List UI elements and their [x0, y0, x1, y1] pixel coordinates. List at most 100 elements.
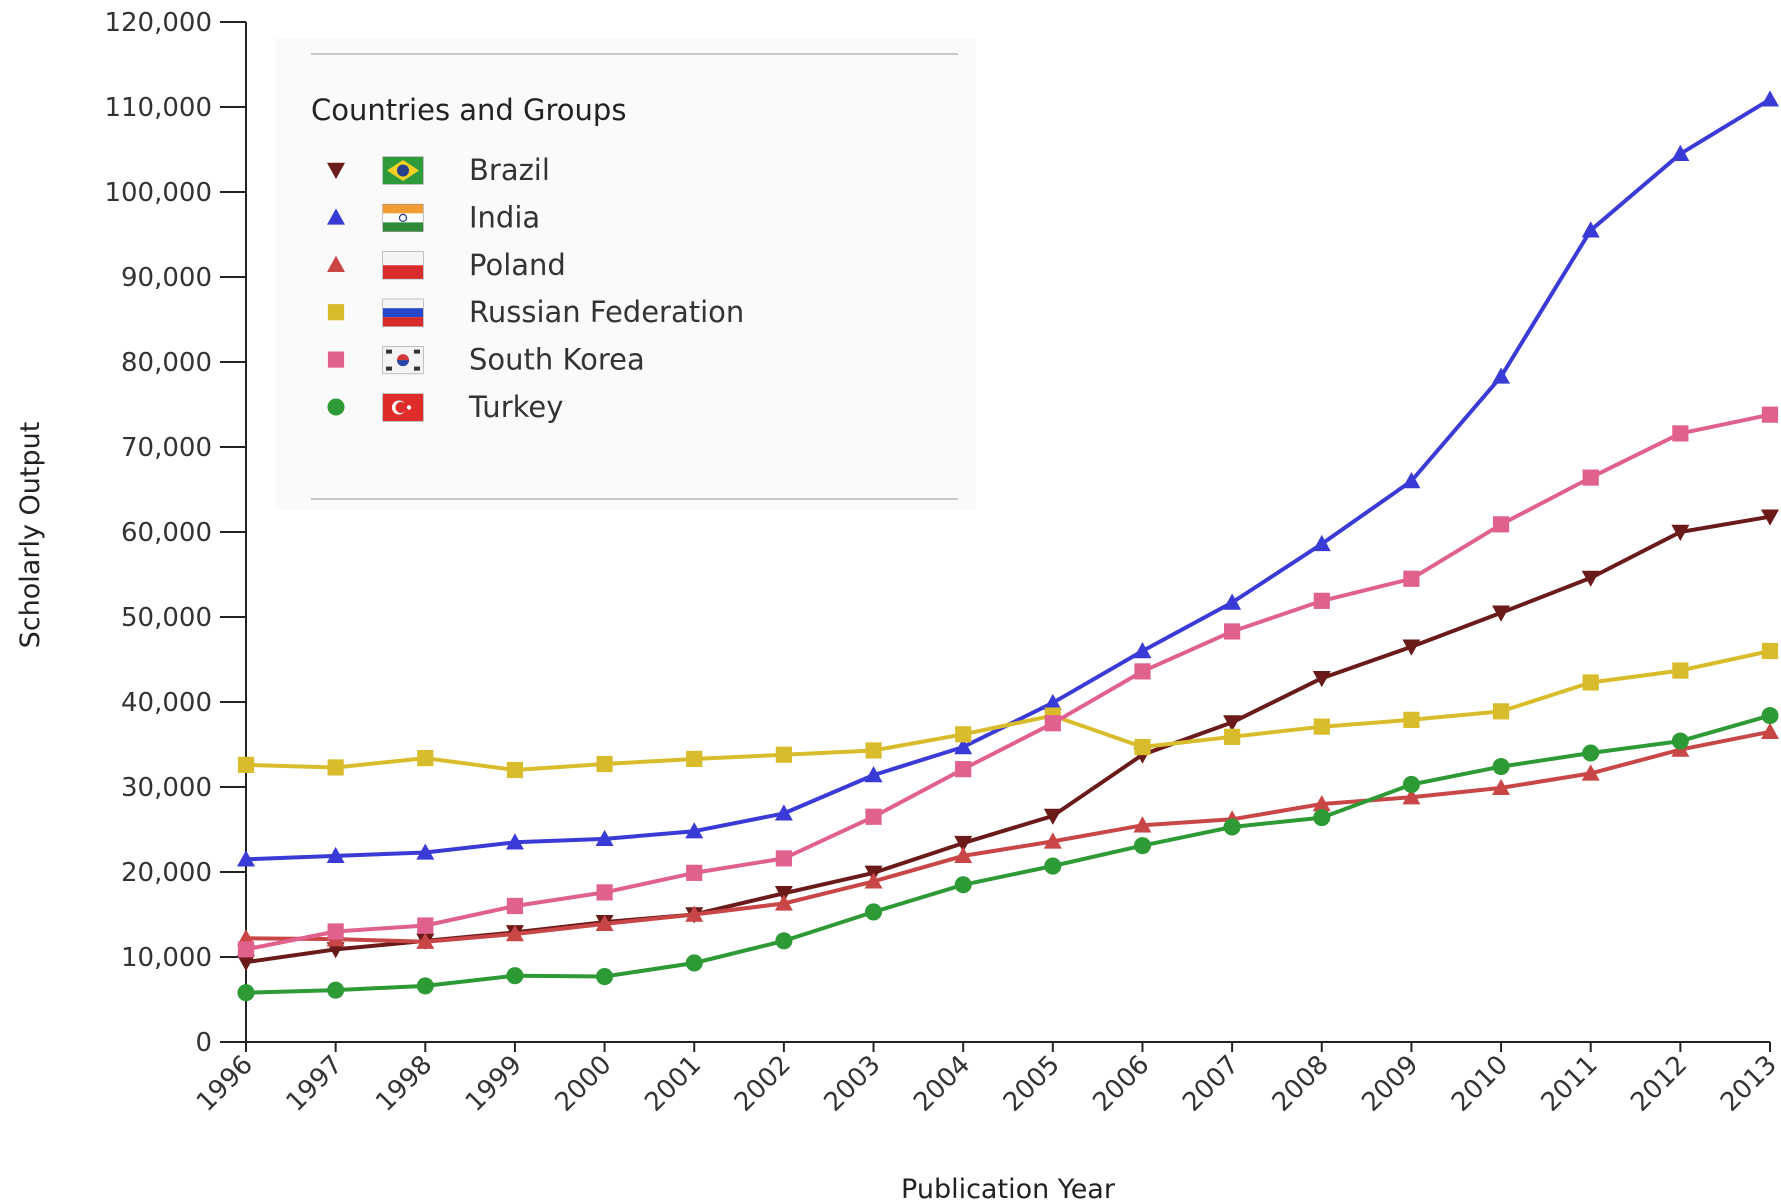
y-tick-label: 90,000 [121, 263, 212, 293]
x-tick-label: 2001 [639, 1050, 707, 1118]
data-point-brazil [1223, 715, 1242, 732]
x-tick-label: 2010 [1446, 1050, 1514, 1118]
data-point-turkey [1133, 837, 1152, 855]
data-point-brazil [237, 954, 255, 972]
india-flag-icon [382, 203, 424, 232]
series-line-turkey [245, 713, 1771, 995]
data-point-russian-federation [1224, 728, 1241, 745]
x-tick-label: 2000 [550, 1050, 618, 1118]
data-point-turkey [1492, 758, 1510, 776]
x-tick-label: 2003 [818, 1050, 886, 1118]
data-point-india [1223, 593, 1242, 610]
x-tick-label: 2013 [1715, 1050, 1781, 1118]
data-point-south-korea [1582, 469, 1599, 486]
data-point-poland [505, 925, 524, 942]
data-point-russian-federation [1492, 703, 1510, 720]
data-point-india [416, 843, 435, 860]
russia-flag-icon [382, 298, 424, 327]
data-point-india [1133, 642, 1152, 659]
x-tick-label: 2007 [1177, 1050, 1245, 1118]
x-tick-label: 1998 [370, 1050, 438, 1118]
legend-item-india[interactable]: India [327, 200, 540, 234]
data-point-russian-federation [1313, 718, 1330, 735]
south-korea-flag-icon [382, 346, 424, 375]
y-tick-label: 20,000 [121, 858, 212, 888]
legend-marker [327, 398, 345, 416]
data-point-south-korea [955, 761, 972, 778]
y-tick-label: 40,000 [121, 688, 212, 718]
data-point-russian-federation [775, 746, 792, 763]
data-point-poland [954, 846, 973, 864]
legend-item-south-korea[interactable]: South Korea [327, 343, 645, 377]
legend-marker [327, 304, 345, 321]
data-point-india [1581, 221, 1600, 238]
data-point-turkey [596, 968, 614, 986]
data-point-brazil [954, 835, 973, 853]
data-point-south-korea [686, 864, 703, 881]
legend[interactable]: Countries and Groups Brazil India Poland Ru… [311, 53, 958, 500]
y-ticks: 0 10,000 20,000 30,000 40,000 50,000 60,000 70,… [104, 8, 246, 1058]
x-axis-title: Publication Year [901, 1174, 1116, 1203]
data-point-poland [1312, 795, 1331, 812]
data-point-russian-federation [327, 759, 344, 776]
data-point-south-korea [1044, 715, 1061, 732]
data-point-south-korea [1672, 425, 1689, 442]
data-point-south-korea [506, 897, 524, 915]
legend-marker [327, 162, 345, 179]
legend-item-poland[interactable]: Poland [327, 248, 566, 282]
series-line-russian-federation [245, 649, 1771, 772]
y-tick-label: 110,000 [104, 93, 212, 123]
data-point-turkey [506, 967, 524, 985]
data-point-turkey [1582, 744, 1600, 762]
data-point-poland [1402, 788, 1421, 805]
x-tick-label: 2005 [998, 1050, 1066, 1118]
data-point-turkey [954, 876, 972, 894]
y-tick-label: 10,000 [121, 943, 212, 973]
y-tick-label: 30,000 [121, 773, 212, 803]
series [237, 90, 1779, 1002]
x-tick-label: 2006 [1087, 1050, 1155, 1118]
data-point-turkey [237, 984, 255, 1002]
data-point-south-korea [327, 923, 344, 940]
data-point-india [237, 850, 255, 867]
series-poland [237, 722, 1779, 949]
x-tick-label: 2004 [908, 1050, 976, 1118]
data-point-south-korea [1224, 623, 1241, 640]
data-point-india [1402, 472, 1421, 489]
data-point-turkey [1761, 707, 1779, 725]
data-point-india [685, 822, 704, 839]
data-point-brazil [1492, 605, 1511, 622]
data-point-south-korea [865, 808, 882, 825]
data-point-india [954, 738, 973, 755]
data-point-russian-federation [596, 755, 613, 773]
x-tick-label: 1996 [191, 1050, 259, 1118]
y-axis-title: Scholarly Output [15, 422, 46, 649]
legend-label: Brazil [469, 153, 550, 187]
x-ticks: 1996 1997 1998 1999 2000 2001 2002 2003 2004 2005… [191, 1042, 1781, 1118]
legend-title: Countries and Groups [311, 93, 626, 127]
y-tick-label: 70,000 [121, 433, 212, 463]
series-brazil [237, 509, 1779, 972]
data-point-south-korea [237, 941, 255, 958]
legend-label: Russian Federation [469, 295, 744, 329]
data-point-india [774, 804, 793, 821]
legend-item-brazil[interactable]: Brazil [327, 153, 550, 187]
legend-item-russian-federation[interactable]: Russian Federation [327, 295, 744, 329]
data-point-south-korea [417, 917, 434, 934]
legend-marker [327, 208, 345, 225]
data-point-brazil [1043, 808, 1062, 825]
data-point-turkey [685, 954, 703, 972]
data-point-turkey [1402, 775, 1420, 793]
x-tick-label: 2002 [729, 1050, 797, 1118]
y-tick-label: 120,000 [104, 8, 212, 38]
data-point-india [326, 846, 345, 864]
data-point-brazil [774, 886, 793, 903]
data-point-russian-federation [1134, 738, 1151, 756]
data-point-russian-federation [237, 756, 255, 773]
series-south-korea [237, 406, 1779, 958]
data-point-poland [864, 872, 883, 889]
legend-item-turkey[interactable]: Turkey [327, 390, 563, 424]
data-point-poland [685, 905, 704, 922]
data-point-south-korea [775, 850, 792, 867]
